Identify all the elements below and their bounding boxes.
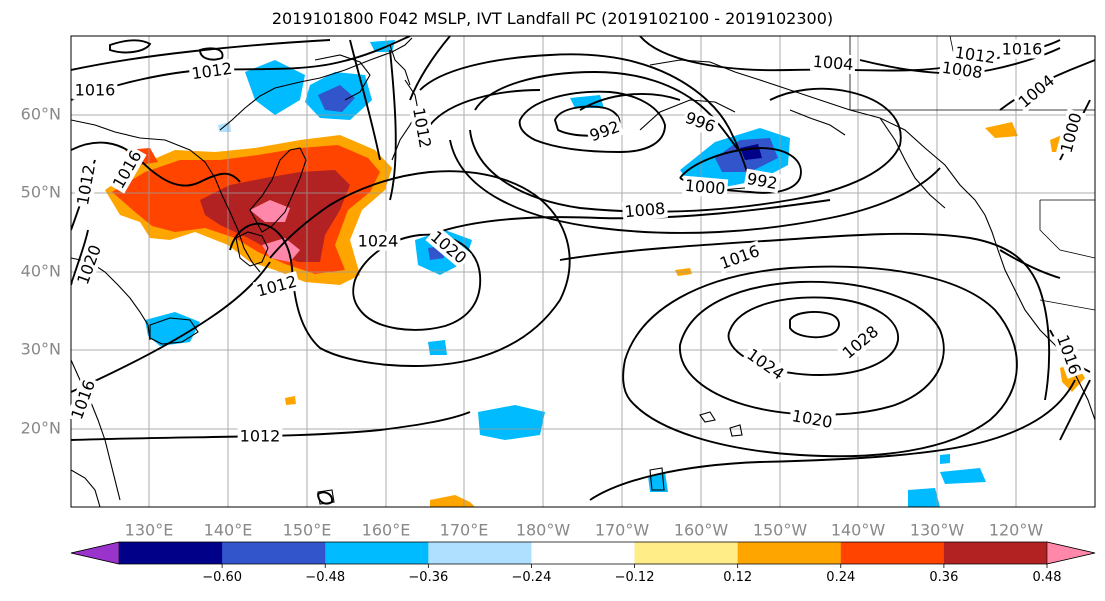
- colorbar-high-extend: [1046, 541, 1096, 565]
- contour-label-bg: [1052, 330, 1086, 379]
- colorbar-swatch: [840, 542, 945, 564]
- contour-label-bg: [938, 57, 986, 83]
- contour-label: 1012: [240, 427, 281, 446]
- colorbar-swatch: [222, 542, 326, 564]
- lon-label: 130°W: [910, 521, 965, 540]
- colorbar-tick-label: −0.48: [305, 570, 345, 585]
- contour-label-bg: [1013, 69, 1060, 113]
- colorbar-swatch: [634, 542, 739, 564]
- colorbar-low-extend: [70, 541, 120, 565]
- coastlines: [71, 37, 1095, 507]
- contour-label: 1004: [812, 52, 854, 74]
- contour-label-bg: [188, 58, 236, 84]
- contour-label-bg: [788, 405, 836, 433]
- lat-label: 20°N: [21, 419, 61, 438]
- contour-label-bg: [355, 231, 401, 251]
- contour-label-bg: [681, 175, 729, 199]
- lat-label: 40°N: [21, 262, 61, 281]
- lon-label: 170°W: [595, 521, 650, 540]
- contour-label: 1016: [1002, 40, 1043, 59]
- contour-label: 1016: [75, 81, 116, 100]
- colorbar-tick-label: −0.12: [615, 570, 655, 585]
- colorbar-outline: [70, 541, 1096, 565]
- contour-label-bg: [66, 375, 100, 424]
- lat-labels: 60°N 50°N 40°N 30°N 20°N: [21, 105, 61, 438]
- contour-label-bg: [680, 107, 720, 137]
- lat-label: 30°N: [21, 340, 61, 359]
- colorbar-tick-label: −0.60: [202, 570, 242, 585]
- contour-label: 1000: [684, 176, 726, 198]
- colorbar-tick-label: 0.24: [826, 570, 855, 585]
- contour-label-bg: [743, 168, 781, 194]
- lon-label: 150°W: [753, 521, 808, 540]
- contour-label: 1008: [624, 199, 666, 221]
- lon-labels: 130°E 140°E 150°E 160°E 170°E 180°W 170°W 160°W…: [125, 521, 1044, 540]
- colorbar-tick-label: 0.36: [929, 570, 958, 585]
- lon-label: 160°W: [674, 521, 729, 540]
- mslp-contours: [71, 36, 1095, 505]
- ivt-negative-shading: [145, 40, 986, 507]
- lon-label: 180°W: [516, 521, 571, 540]
- contour-label-bg: [741, 343, 790, 385]
- contour-label-bg: [107, 145, 147, 194]
- contour-label-bg: [72, 161, 100, 209]
- map-title: 2019101800 F042 MSLP, IVT Landfall PC (2…: [271, 9, 834, 28]
- contour-label-bg: [621, 198, 669, 222]
- contour-label-bg: [252, 271, 301, 301]
- contour-label-bg: [715, 240, 764, 274]
- contour-label: 1024: [358, 232, 399, 251]
- contour-label-bg: [237, 426, 283, 446]
- colorbar-swatch: [737, 542, 842, 564]
- contour-label-bg: [408, 104, 436, 152]
- contour-label-bg: [837, 320, 884, 364]
- lat-label: 50°N: [21, 183, 61, 202]
- colorbar-tick-label: 0.12: [723, 570, 752, 585]
- lon-label: 150°E: [283, 521, 332, 540]
- colorbar: −0.60 −0.48 −0.36 −0.24 −0.12 0.12 0.24 0.36 0.4…: [70, 541, 1096, 585]
- contour-label-bg: [585, 116, 625, 146]
- lon-label: 140°E: [204, 521, 253, 540]
- colorbar-tick-label: −0.36: [408, 570, 448, 585]
- colorbar-swatch: [119, 542, 223, 564]
- lon-label: 120°W: [989, 521, 1044, 540]
- colorbar-swatch: [325, 542, 429, 564]
- contour-label-bg: [1056, 108, 1086, 157]
- lon-label: 170°E: [440, 521, 489, 540]
- contour-label-bg: [999, 39, 1045, 59]
- contour-label-bg: [72, 80, 118, 100]
- lon-label: 140°W: [831, 521, 886, 540]
- lon-label: 160°E: [362, 521, 411, 540]
- colorbar-tick-label: 0.48: [1033, 570, 1062, 585]
- contour-label-bg: [72, 240, 106, 289]
- lon-label: 130°E: [125, 521, 174, 540]
- colorbar-tick-label: −0.24: [512, 570, 552, 585]
- contour-label-bg: [809, 51, 857, 75]
- map-frame: [70, 35, 1096, 508]
- lat-label: 60°N: [21, 105, 61, 124]
- colorbar-swatch: [943, 542, 1048, 564]
- colorbar-swatch: [428, 542, 532, 564]
- contour-label-bg: [425, 225, 472, 269]
- colorbar-swatch: [531, 542, 636, 564]
